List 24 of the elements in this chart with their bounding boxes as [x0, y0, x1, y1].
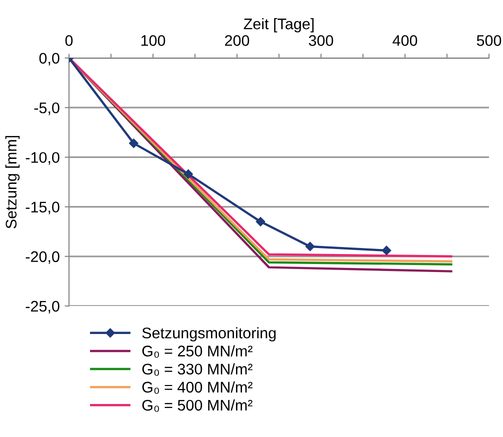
x-axis-title: Zeit [Tage]	[244, 18, 314, 32]
y-tick-label: -20,0	[26, 251, 60, 264]
legend-label: G₀ = 500 MN/m²	[142, 399, 252, 412]
point	[184, 169, 193, 179]
y-axis-title: Setzung [mm]	[5, 136, 20, 228]
x-tick-label: 300	[308, 35, 334, 46]
x-tick-label: 400	[392, 35, 418, 46]
y-tick-label: -5,0	[34, 102, 60, 116]
legend-label: G₀ = 250 MN/m²	[142, 345, 252, 358]
x-tick-label: 500	[476, 35, 502, 46]
x-tick-label: 0	[65, 35, 73, 46]
x-tick-label: 100	[141, 35, 166, 46]
point	[382, 246, 392, 256]
x-tick-label: 200	[225, 35, 250, 46]
legend-label: G₀ = 330 MN/m²	[142, 363, 252, 376]
point	[256, 217, 266, 226]
y-tick-label: -15,0	[26, 202, 60, 214]
legend-label: G₀ = 400 MN/m²	[142, 381, 252, 394]
y-tick-label: -10,0	[26, 152, 60, 165]
legend-label: Setzungsmonitoring	[142, 327, 276, 342]
y-tick-label: -25,0	[26, 300, 60, 314]
point	[129, 138, 138, 148]
y-tick-label: 0,0	[39, 52, 60, 66]
point	[305, 242, 315, 252]
